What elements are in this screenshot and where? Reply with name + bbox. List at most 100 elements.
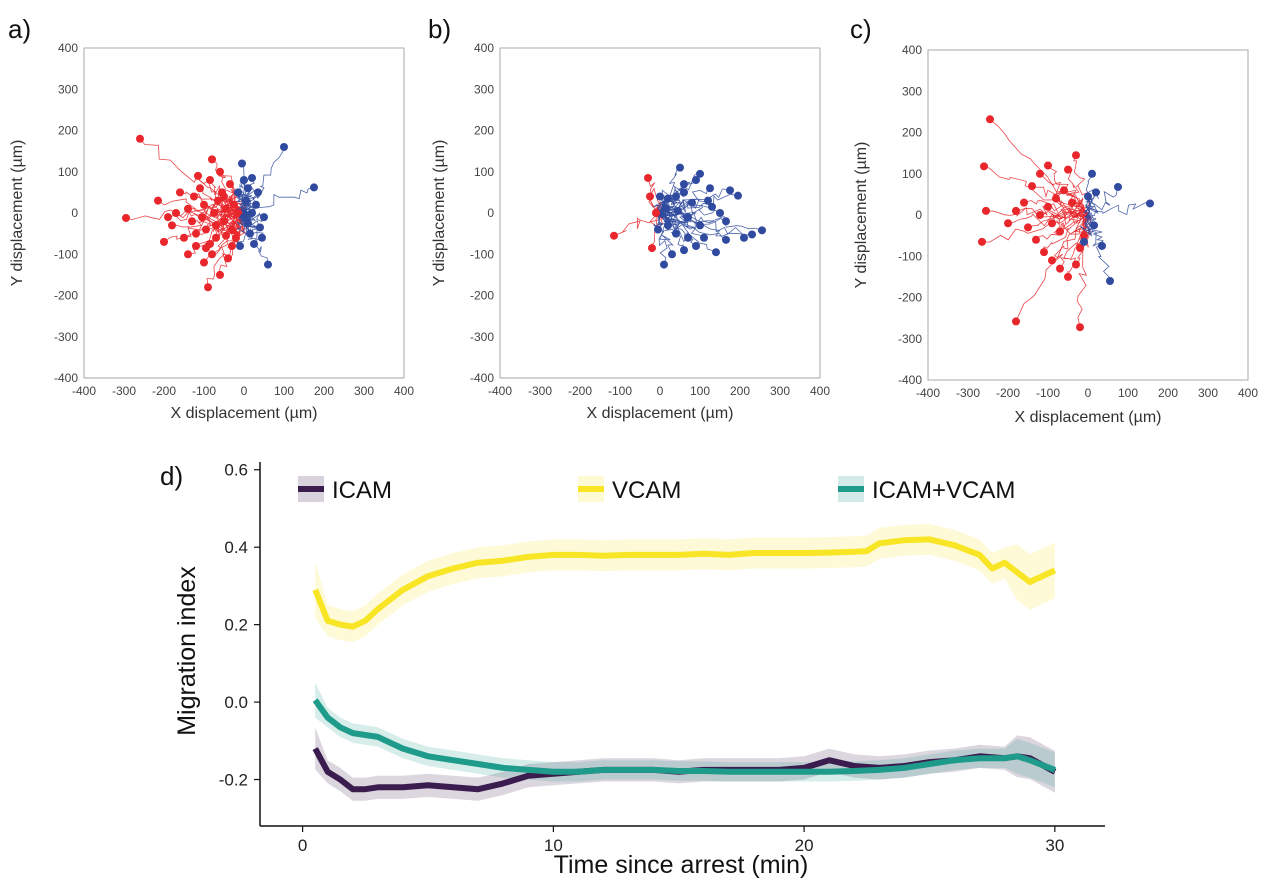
track-endpoint — [184, 250, 192, 259]
track-endpoint — [696, 221, 704, 230]
track-endpoint — [1020, 198, 1028, 207]
panel-c-ytick: -200 — [898, 291, 922, 305]
track-line — [613, 211, 661, 237]
track-endpoint — [208, 250, 216, 259]
panel-b-xtick: 300 — [770, 384, 790, 398]
track-endpoint — [190, 192, 198, 201]
track-endpoint — [192, 242, 200, 250]
track-endpoint — [200, 200, 208, 209]
panel-b-ytick: 0 — [487, 206, 494, 220]
track-endpoint — [704, 196, 712, 205]
track-line — [235, 179, 250, 214]
track-endpoint — [1072, 260, 1080, 269]
track-endpoint — [228, 242, 236, 250]
panel-b-xtick: 400 — [810, 384, 830, 398]
panel-b-xtick: 100 — [690, 384, 710, 398]
track-endpoint — [280, 143, 288, 151]
track-endpoint — [684, 233, 692, 242]
track-line — [985, 207, 1089, 218]
line-icam-vcam — [312, 698, 1056, 775]
track-endpoint — [680, 246, 688, 255]
panel-label-d: d) — [160, 461, 183, 491]
track-endpoint — [1084, 192, 1092, 201]
panel-a-ytick: 0 — [71, 206, 78, 220]
track-endpoint — [222, 231, 230, 240]
track-endpoint — [264, 260, 272, 269]
track-endpoint — [214, 196, 222, 205]
track-line — [1015, 214, 1089, 322]
panel-a-xtick: 300 — [354, 384, 374, 398]
panel-b-xtick: -300 — [528, 384, 552, 398]
track-endpoint — [254, 188, 262, 197]
track-endpoint — [1012, 317, 1020, 326]
track-endpoint — [188, 217, 196, 226]
track-endpoint — [664, 194, 672, 203]
panel-d-xtick: 0 — [298, 836, 307, 855]
track-endpoint — [204, 283, 212, 292]
track-endpoint — [232, 233, 240, 242]
track-endpoint — [1146, 199, 1154, 208]
track-endpoint — [696, 169, 704, 178]
panel-a-xtick: -100 — [192, 384, 216, 398]
track-endpoint — [1106, 277, 1114, 285]
legend-label: ICAM+VCAM — [872, 477, 1015, 504]
panel-c-xtick: -200 — [996, 386, 1020, 400]
track-endpoint — [1048, 256, 1056, 265]
track-endpoint — [1056, 227, 1064, 236]
panel-a-ytick: -200 — [54, 289, 78, 303]
panel-a-ytick: -300 — [54, 330, 78, 344]
track-endpoint — [176, 188, 184, 197]
panel-b-ylabel: Y displacement (µm) — [431, 140, 448, 287]
panel-c-xtick: 0 — [1085, 386, 1092, 400]
panel-d-ytick: 0.0 — [224, 693, 248, 712]
track-endpoint — [1004, 219, 1012, 228]
track-line — [1047, 205, 1089, 219]
track-endpoint — [210, 209, 218, 217]
track-line — [1084, 211, 1097, 229]
panel-a-ylabel: Y displacement (µm) — [9, 140, 26, 287]
track-endpoint — [1114, 182, 1122, 191]
track-endpoint — [1088, 169, 1096, 178]
panel-d-line-chart: 0 10 20 30 -0.2 0.0 0.2 0.4 0.6 ICAM VCAM ICAM+VCAM… — [173, 461, 1105, 879]
track-endpoint — [236, 242, 244, 250]
track-line — [243, 146, 286, 214]
track-endpoint — [1012, 206, 1020, 215]
track-endpoint — [208, 155, 216, 164]
band-vcam — [315, 524, 1055, 643]
track-endpoint — [664, 221, 672, 230]
track-endpoint — [248, 209, 256, 217]
line-vcam — [312, 536, 1057, 630]
panel-c-frame — [927, 49, 1249, 381]
panel-d-xtick: 30 — [1045, 836, 1064, 855]
track-endpoint — [674, 206, 682, 215]
track-endpoint — [246, 229, 254, 238]
panel-c-xtick: -300 — [956, 386, 980, 400]
track-endpoint — [234, 188, 242, 197]
panel-a-xtick: -200 — [152, 384, 176, 398]
track-line — [1085, 173, 1095, 216]
panel-a-xtick: -300 — [112, 384, 136, 398]
track-endpoint — [164, 213, 172, 222]
panel-a-xtick: -400 — [72, 384, 96, 398]
panel-a-xtick: 100 — [274, 384, 294, 398]
track-endpoint — [688, 198, 696, 207]
track-line — [1087, 201, 1151, 217]
track-line — [1050, 211, 1089, 227]
track-line — [1087, 184, 1119, 216]
track-endpoint — [660, 260, 668, 269]
track-endpoint — [1032, 235, 1040, 244]
track-line — [243, 187, 315, 214]
track-endpoint — [692, 242, 700, 250]
panel-b-xtick: 200 — [730, 384, 750, 398]
track-endpoint — [212, 221, 220, 230]
track-endpoint — [610, 231, 618, 240]
track-endpoint — [1044, 161, 1052, 170]
track-line — [206, 212, 246, 288]
panel-b-xtick: -200 — [568, 384, 592, 398]
track-endpoint — [684, 213, 692, 222]
panel-a-xtick: 400 — [394, 384, 414, 398]
track-endpoint — [722, 235, 730, 244]
panel-c-ytick: 400 — [902, 43, 922, 57]
track-line — [1083, 196, 1093, 217]
track-endpoint — [184, 204, 192, 213]
